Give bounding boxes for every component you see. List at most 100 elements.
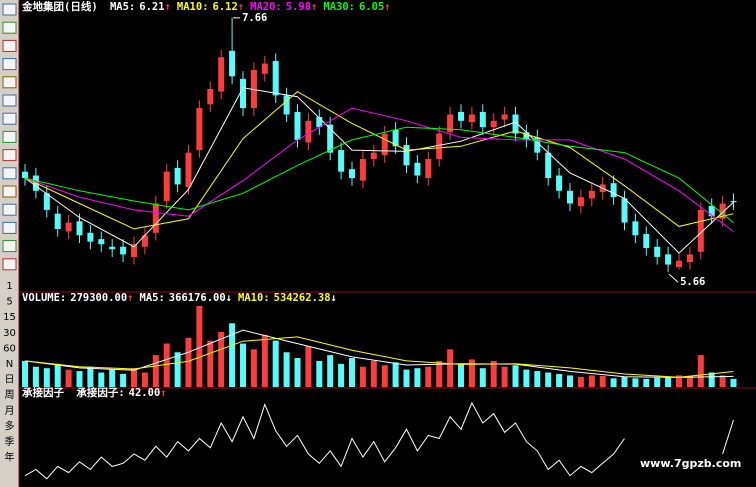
candle-body: [327, 124, 334, 153]
toolbar-icon[interactable]: [2, 58, 17, 71]
candle-body: [131, 244, 137, 257]
period-button[interactable]: 60: [3, 343, 16, 354]
volume-bar: [621, 376, 628, 387]
legend-name: MA5:: [110, 1, 135, 13]
volume-bar: [229, 323, 236, 387]
volume-bar: [65, 369, 72, 387]
volume-bar: [54, 363, 61, 387]
volume-bar: [479, 368, 486, 387]
candle-body: [163, 171, 170, 201]
volume-bar: [490, 360, 497, 387]
volume-bar: [392, 362, 399, 387]
toolbar-icon[interactable]: [2, 76, 17, 89]
volume-bar: [403, 369, 410, 387]
legend-name: MA5:: [140, 292, 165, 304]
panel-header: 金地集团(日线) MA5: 6.21↑ MA10: 6.12↑ MA20: 5.98↑ MA…: [21, 0, 391, 13]
candle-body: [316, 117, 323, 128]
candle-body: [152, 203, 159, 233]
legend-value: 6.12: [213, 1, 238, 13]
candle-body: [468, 114, 475, 123]
spacer: [98, 1, 104, 13]
annotation: 7.66: [242, 12, 267, 24]
period-button[interactable]: 15: [3, 312, 16, 323]
candle-body: [697, 209, 704, 252]
candle-body: [676, 260, 682, 268]
volume-bar: [185, 337, 192, 387]
volume-bar: [174, 352, 181, 387]
volume-bar: [436, 360, 443, 387]
volume-bar: [534, 371, 541, 387]
toolbar-icon[interactable]: [2, 39, 17, 52]
period-button[interactable]: 周: [5, 389, 15, 401]
period-button[interactable]: 30: [3, 328, 16, 339]
volume-bar: [141, 372, 148, 387]
toolbar-icon[interactable]: [2, 149, 17, 162]
candle-body: [338, 150, 345, 172]
volume-bar: [447, 349, 454, 387]
toolbar-icon[interactable]: [2, 203, 17, 216]
period-button[interactable]: 日: [5, 375, 15, 386]
toolbar-icon[interactable]: [2, 240, 17, 253]
candle-body: [686, 254, 693, 263]
volume-bar: [109, 369, 116, 387]
toolbar-icon[interactable]: [2, 3, 17, 16]
volume-bar: [131, 368, 137, 387]
volume-bar: [32, 366, 39, 387]
toolbar-icon[interactable]: [2, 167, 17, 180]
volume-bar: [381, 365, 388, 387]
toolbar-icon[interactable]: [2, 185, 17, 198]
series-line: [24, 87, 734, 254]
candle-body: [250, 69, 257, 109]
volume-bar: [349, 358, 355, 387]
toolbar-icon[interactable]: [2, 258, 17, 271]
volume-bar: [654, 377, 661, 387]
candle-body: [196, 108, 203, 151]
panel-header: VOLUME: 279300.00↑ MA5: 366176.00↓ MA10: 5342…: [22, 292, 337, 304]
volume-bar: [610, 378, 617, 387]
volume-bar: [588, 375, 595, 387]
volume-bar: [556, 373, 563, 387]
toolbar-icon[interactable]: [2, 94, 17, 107]
candle-body: [305, 120, 312, 143]
legend-name: MA30:: [323, 1, 355, 13]
volume-bar: [76, 371, 83, 387]
spacer: [64, 387, 70, 399]
volume-bar: [577, 376, 584, 387]
toolbar-icon[interactable]: [2, 21, 17, 34]
period-button[interactable]: 季: [5, 436, 15, 448]
candle-body: [577, 197, 584, 207]
volume-bar: [163, 343, 170, 387]
volume-bar: [218, 331, 225, 387]
volume-bar: [283, 352, 290, 387]
volume-bar: [632, 378, 639, 387]
period-button[interactable]: 5: [6, 297, 12, 308]
candle-body: [610, 183, 617, 198]
legend-arrow: ↑: [384, 1, 390, 13]
period-button[interactable]: 1: [6, 281, 12, 292]
candle-body: [381, 133, 388, 156]
series-line: [24, 401, 734, 480]
candle-body: [141, 235, 148, 247]
legend-value: 534262.38: [274, 292, 331, 304]
candle-body: [447, 114, 454, 133]
period-button[interactable]: N: [6, 359, 13, 370]
volume-bar: [338, 363, 345, 387]
candle-body: [76, 221, 83, 236]
volume-bar: [196, 305, 203, 387]
period-button[interactable]: 年: [5, 451, 15, 464]
candle-body: [414, 162, 421, 176]
legend-name: MA10:: [177, 1, 209, 13]
toolbar-icon[interactable]: [2, 221, 17, 234]
candle-body: [545, 152, 552, 179]
toolbar-icon[interactable]: [2, 130, 17, 143]
watermark: www.7gpzb.com: [640, 457, 741, 470]
candle-body: [588, 190, 595, 199]
period-button[interactable]: 月: [5, 405, 15, 417]
candle-body: [22, 171, 28, 179]
period-button[interactable]: 多: [5, 419, 15, 432]
volume-bar: [250, 349, 257, 387]
candle-body: [87, 232, 94, 242]
volume-bar: [676, 375, 682, 387]
candle-body: [261, 63, 268, 74]
toolbar-icon[interactable]: [2, 112, 17, 125]
